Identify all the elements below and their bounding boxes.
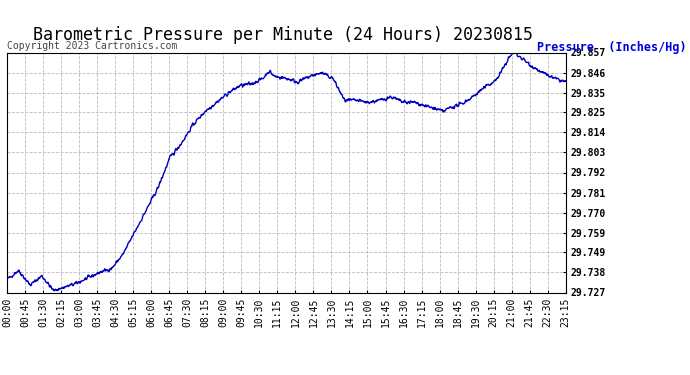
- Text: Copyright 2023 Cartronics.com: Copyright 2023 Cartronics.com: [7, 41, 177, 51]
- Text: Barometric Pressure per Minute (24 Hours) 20230815: Barometric Pressure per Minute (24 Hours…: [33, 26, 533, 44]
- Text: Pressure  (Inches/Hg): Pressure (Inches/Hg): [537, 41, 687, 54]
